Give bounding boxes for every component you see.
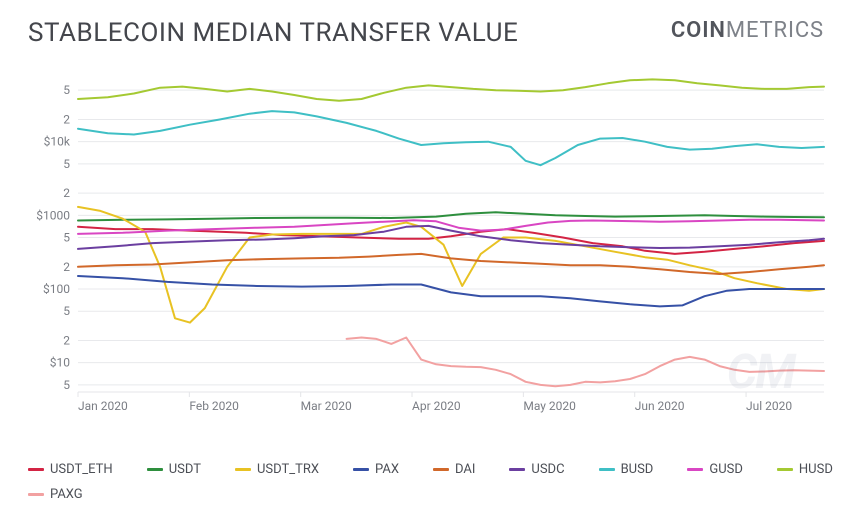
svg-text:2: 2 xyxy=(63,260,70,274)
series-pax xyxy=(78,276,824,306)
legend: USDT_ETH USDT USDT_TRX PAX DAI USDC BUSD GUSD HU… xyxy=(28,462,834,502)
legend-item-paxg[interactable]: PAXG xyxy=(28,487,83,502)
legend-swatch xyxy=(28,468,44,471)
svg-text:2: 2 xyxy=(63,112,70,126)
svg-text:May 2020: May 2020 xyxy=(523,399,576,413)
svg-text:Jan 2020: Jan 2020 xyxy=(78,399,128,413)
legend-swatch xyxy=(687,468,703,471)
svg-text:$100: $100 xyxy=(43,282,70,296)
svg-text:5: 5 xyxy=(63,231,70,245)
legend-label: DAI xyxy=(455,462,475,477)
legend-label: USDT_TRX xyxy=(257,462,319,477)
brand-prefix: COIN xyxy=(671,18,726,43)
svg-text:5: 5 xyxy=(63,83,70,97)
legend-item-gusd[interactable]: GUSD xyxy=(687,462,743,477)
legend-item-usdt_eth[interactable]: USDT_ETH xyxy=(28,462,113,477)
legend-swatch xyxy=(235,468,251,471)
brand-logo: COINMETRICS xyxy=(671,18,824,43)
svg-text:2: 2 xyxy=(63,186,70,200)
legend-swatch xyxy=(509,468,525,471)
legend-swatch xyxy=(147,468,163,471)
svg-text:2: 2 xyxy=(63,334,70,348)
svg-text:Feb 2020: Feb 2020 xyxy=(189,399,239,413)
series-paxg xyxy=(347,338,824,387)
series-usdt_trx xyxy=(78,207,824,323)
legend-item-usdc[interactable]: USDC xyxy=(509,462,564,477)
svg-text:Apr 2020: Apr 2020 xyxy=(412,399,461,413)
legend-label: USDT_ETH xyxy=(50,462,113,477)
legend-swatch xyxy=(28,493,44,496)
svg-text:Jul 2020: Jul 2020 xyxy=(746,399,792,413)
chart-title: STABLECOIN MEDIAN TRANSFER VALUE xyxy=(28,18,518,48)
legend-label: BUSD xyxy=(621,462,654,477)
chart-area: 5 $10 $100 $1000 $10k 2 5 2 5 2 5 2 5 Jan 2020 Feb 202… xyxy=(28,58,834,422)
line-chart: 5 $10 $100 $1000 $10k 2 5 2 5 2 5 2 5 Jan 2020 Feb 202… xyxy=(28,58,834,422)
svg-text:5: 5 xyxy=(63,304,70,318)
legend-item-pax[interactable]: PAX xyxy=(353,462,399,477)
legend-label: USDC xyxy=(531,462,564,477)
legend-swatch xyxy=(353,468,369,471)
svg-text:Jun 2020: Jun 2020 xyxy=(635,399,685,413)
legend-swatch xyxy=(777,468,793,471)
legend-swatch xyxy=(433,468,449,471)
series-usdt xyxy=(78,212,824,220)
svg-text:$10k: $10k xyxy=(44,135,71,149)
svg-text:$10: $10 xyxy=(50,356,70,370)
chart-card: STABLECOIN MEDIAN TRANSFER VALUE COINMET… xyxy=(0,0,854,514)
legend-item-husd[interactable]: HUSD xyxy=(777,462,833,477)
legend-label: PAXG xyxy=(50,487,83,502)
series-gusd xyxy=(78,220,824,234)
svg-text:$1000: $1000 xyxy=(36,208,70,222)
brand-suffix: METRICS xyxy=(726,18,824,43)
legend-item-usdt[interactable]: USDT xyxy=(147,462,201,477)
header: STABLECOIN MEDIAN TRANSFER VALUE COINMET… xyxy=(0,0,854,48)
legend-item-usdt_trx[interactable]: USDT_TRX xyxy=(235,462,319,477)
legend-item-dai[interactable]: DAI xyxy=(433,462,475,477)
legend-label: GUSD xyxy=(709,462,743,477)
svg-text:5: 5 xyxy=(63,157,70,171)
legend-label: USDT xyxy=(169,462,201,477)
legend-item-busd[interactable]: BUSD xyxy=(599,462,654,477)
legend-label: HUSD xyxy=(799,462,833,477)
legend-swatch xyxy=(599,468,615,471)
svg-text:Mar 2020: Mar 2020 xyxy=(301,399,352,413)
legend-label: PAX xyxy=(375,462,399,477)
svg-text:5: 5 xyxy=(63,378,70,392)
